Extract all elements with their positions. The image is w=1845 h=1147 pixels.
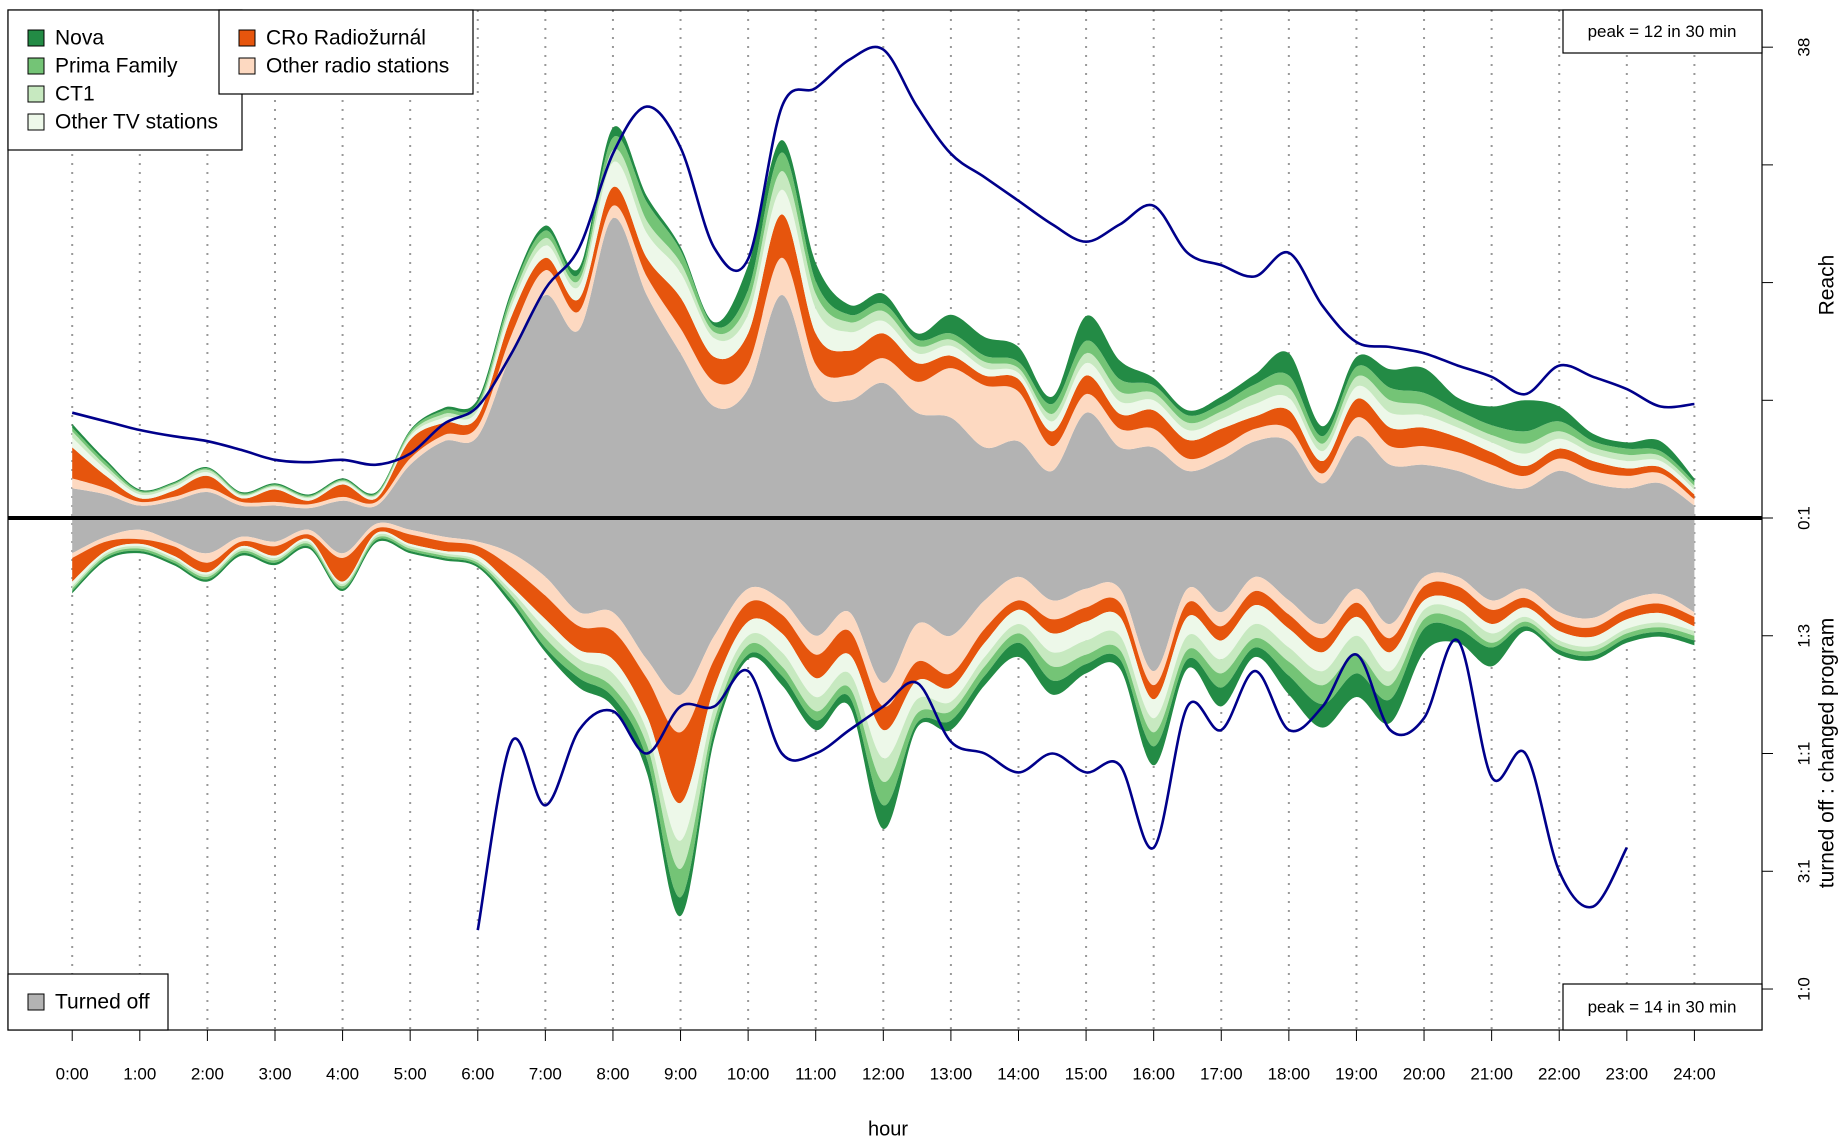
x-tick-label: 6:00 — [461, 1064, 494, 1083]
x-tick-label: 11:00 — [795, 1064, 836, 1083]
peak-box — [1562, 983, 1763, 1031]
x-tick-label: 3:00 — [258, 1064, 291, 1083]
legend-label: Other radio stations — [266, 55, 449, 78]
stacked-area — [72, 161, 1695, 501]
peak-label: peak = 12 in 30 min — [1588, 22, 1737, 41]
legend-label: CT1 — [55, 83, 95, 106]
legend-swatch — [27, 113, 45, 131]
x-tick-label: 9:00 — [664, 1064, 697, 1083]
x-tick-label: 23:00 — [1606, 1064, 1649, 1083]
y2-tick-label: 0:1 — [1794, 506, 1813, 530]
x-tick-label: 18:00 — [1268, 1064, 1311, 1083]
line — [71, 45, 1695, 467]
x-tick-label: 1:00 — [123, 1064, 156, 1083]
peak-label: peak = 14 in 30 min — [1588, 997, 1737, 1016]
line — [476, 638, 1628, 931]
x-tick-label: 4:00 — [326, 1064, 359, 1083]
legend-label: Turned off — [55, 991, 150, 1014]
legend-swatch — [238, 57, 256, 75]
x-tick-label: 12:00 — [862, 1064, 905, 1083]
stacked-area — [72, 205, 1695, 509]
legend-swatch — [27, 57, 45, 75]
y-tick-label: 38 — [1794, 38, 1813, 57]
stacked-area — [72, 217, 1695, 518]
x-tick-label: 19:00 — [1335, 1064, 1378, 1083]
x-tick-label: 20:00 — [1403, 1064, 1446, 1083]
x-tick-label: 0:00 — [56, 1064, 89, 1083]
y2-tick-label: 3:1 — [1794, 859, 1813, 883]
y2-axis-label: turned off : changed program — [1816, 618, 1839, 888]
stacked-area — [72, 186, 1695, 505]
legend-label: Prima Family — [55, 55, 178, 78]
y-axis-label: Reach — [1816, 255, 1839, 316]
x-tick-label: 7:00 — [529, 1064, 562, 1083]
x-tick-label: 24:00 — [1673, 1064, 1716, 1083]
y2-tick-label: 1:1 — [1794, 742, 1813, 766]
x-tick-label: 22:00 — [1538, 1064, 1581, 1083]
legend-swatch — [27, 85, 45, 103]
legend-swatch — [27, 993, 45, 1011]
legend-swatch — [238, 29, 256, 47]
x-tick-label: 10:00 — [727, 1064, 770, 1083]
x-tick-label: 8:00 — [596, 1064, 629, 1083]
y2-tick-label: 1:3 — [1794, 624, 1813, 648]
x-tick-label: 14:00 — [997, 1064, 1040, 1083]
x-tick-label: 17:00 — [1200, 1064, 1243, 1083]
legend-box — [218, 9, 474, 95]
x-tick-label: 16:00 — [1132, 1064, 1175, 1083]
y2-tick-label: 1:0 — [1794, 977, 1813, 1001]
x-axis-label: hour — [868, 1118, 908, 1140]
legend-label: CRo Radiožurnál — [266, 27, 426, 50]
x-tick-label: 2:00 — [191, 1064, 224, 1083]
stacked-area — [72, 522, 1695, 733]
legend-box — [7, 9, 243, 151]
peak-box — [1562, 9, 1763, 54]
stacked-area — [72, 518, 1695, 696]
legend-label: Nova — [55, 27, 104, 50]
x-tick-label: 21:00 — [1470, 1064, 1513, 1083]
x-tick-label: 13:00 — [930, 1064, 973, 1083]
legend-swatch — [27, 29, 45, 47]
legend-label: Other TV stations — [55, 111, 218, 134]
x-tick-label: 5:00 — [394, 1064, 427, 1083]
x-tick-label: 15:00 — [1065, 1064, 1108, 1083]
